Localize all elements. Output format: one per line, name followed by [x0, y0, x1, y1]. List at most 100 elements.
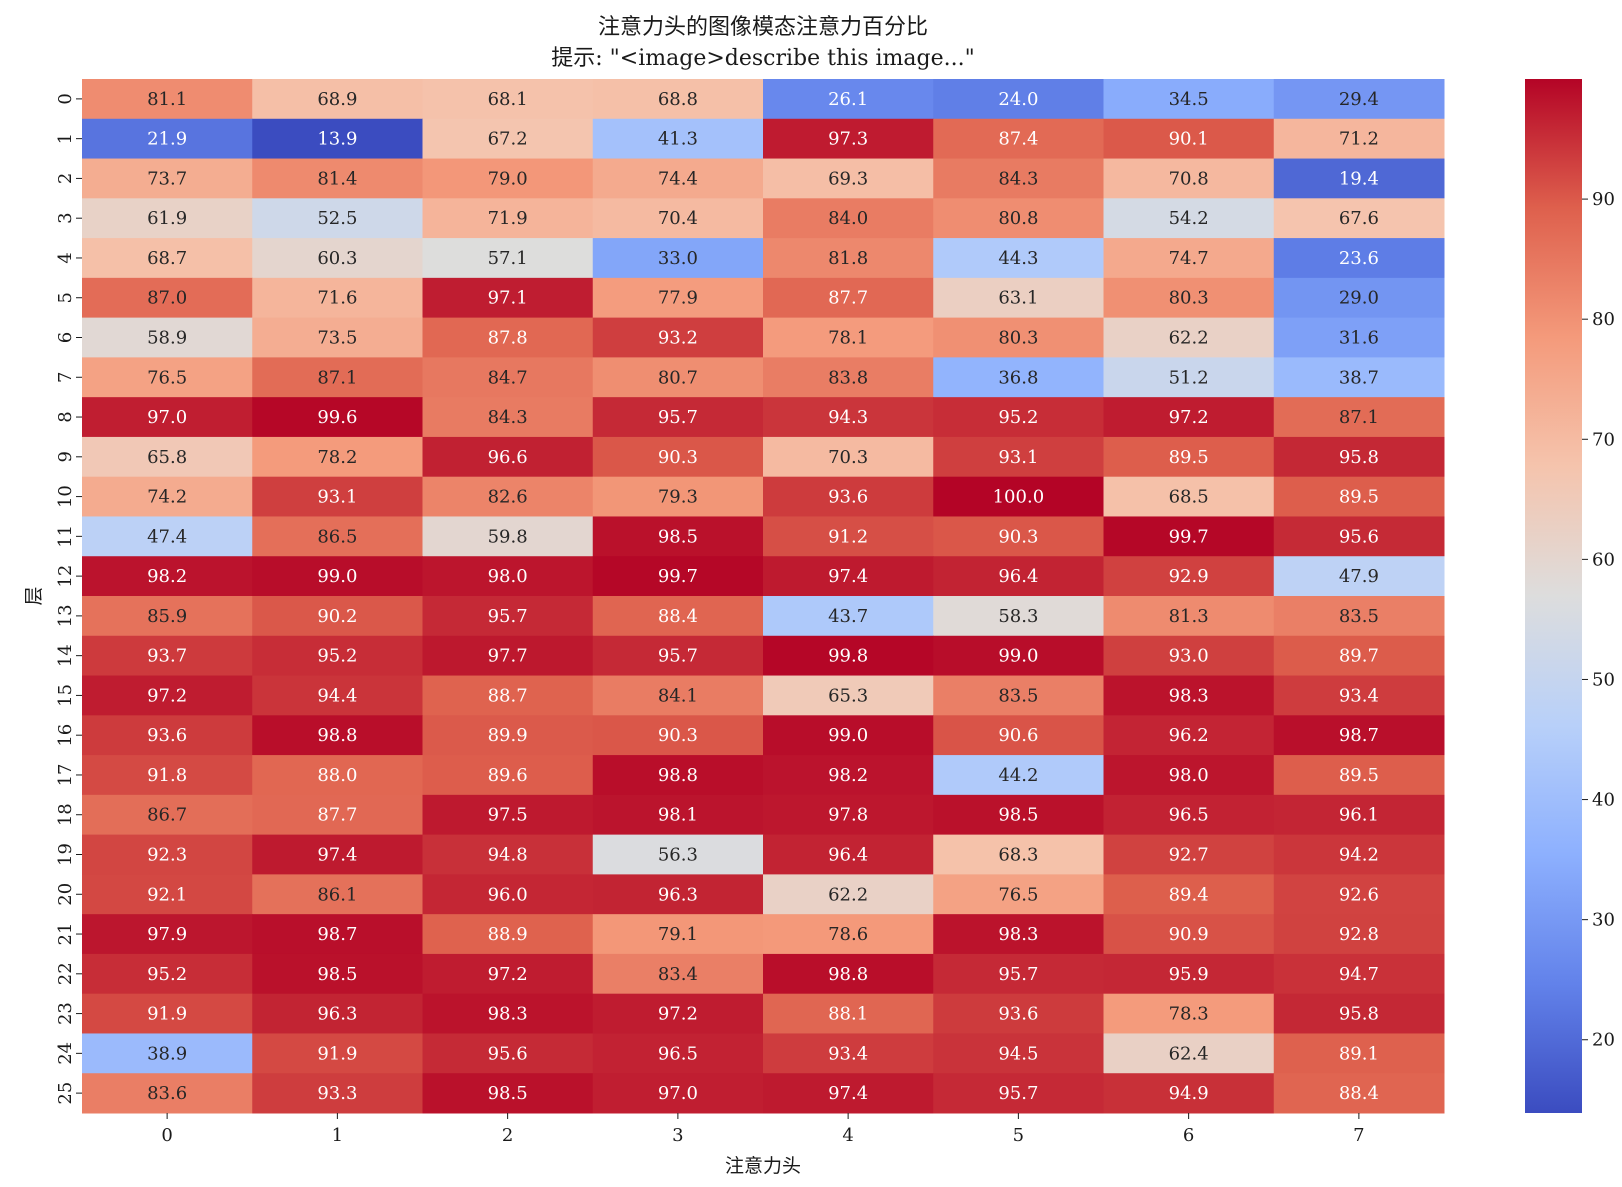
heatmap-value-23-3: 97.2 — [658, 1004, 698, 1025]
x-tick-label-7: 7 — [1353, 1125, 1364, 1146]
heatmap-cell-19-3 — [592, 834, 764, 875]
heatmap-cell-2-3 — [592, 158, 764, 199]
heatmap-cell-15-5 — [933, 675, 1104, 716]
heatmap-value-24-0: 38.9 — [147, 1043, 187, 1064]
heatmap-value-25-2: 98.5 — [488, 1083, 528, 1104]
heatmap-value-20-4: 62.2 — [828, 884, 868, 905]
heatmap-cell-21-4 — [763, 914, 934, 955]
heatmap-value-25-1: 93.3 — [317, 1083, 357, 1104]
heatmap-cell-6-2 — [422, 317, 594, 358]
y-tick-label-22: 22 — [55, 962, 76, 985]
y-tick-label-18: 18 — [55, 803, 76, 826]
heatmap-value-18-1: 87.7 — [317, 805, 357, 826]
heatmap-value-2-4: 69.3 — [828, 168, 868, 189]
heatmap-cell-24-5 — [933, 1033, 1104, 1074]
heatmap-value-1-6: 90.1 — [1169, 129, 1209, 150]
heatmap-cell-9-0 — [82, 436, 253, 478]
heatmap-value-4-1: 60.3 — [317, 248, 357, 269]
heatmap-cell-20-1 — [252, 874, 423, 915]
heatmap-value-15-3: 84.1 — [658, 685, 698, 706]
heatmap-cell-2-7 — [1273, 158, 1445, 199]
y-tick-label-24: 24 — [55, 1042, 76, 1065]
heatmap-value-20-2: 96.0 — [488, 884, 528, 905]
heatmap-cell-18-1 — [252, 794, 423, 836]
heatmap-cell-14-0 — [82, 635, 253, 677]
y-tick-label-6: 6 — [55, 332, 76, 343]
heatmap-value-25-6: 94.9 — [1169, 1083, 1209, 1104]
heatmap-cell-20-6 — [1103, 874, 1275, 915]
heatmap-value-9-4: 70.3 — [828, 447, 868, 468]
heatmap-value-15-5: 83.5 — [998, 685, 1038, 706]
heatmap-cell-6-6 — [1103, 317, 1275, 358]
heatmap-value-19-0: 92.3 — [147, 845, 187, 866]
heatmap-cell-18-4 — [763, 794, 934, 836]
heatmap-value-22-0: 95.2 — [147, 964, 187, 985]
colorbar-tick-label-70: 70 — [1592, 429, 1615, 450]
heatmap-value-11-1: 86.5 — [317, 526, 357, 547]
heatmap-cell-9-6 — [1103, 436, 1275, 478]
heatmap-value-21-5: 98.3 — [998, 924, 1038, 945]
heatmap-cell-18-5 — [933, 794, 1104, 836]
heatmap-cell-14-5 — [933, 635, 1104, 677]
heatmap-cell-1-4 — [763, 118, 934, 160]
heatmap-cell-17-0 — [82, 755, 253, 796]
heatmap-cell-11-4 — [763, 516, 934, 557]
y-tick-label-1: 1 — [55, 133, 76, 144]
heatmap-cell-22-7 — [1273, 953, 1445, 995]
heatmap-value-4-4: 81.8 — [828, 248, 868, 269]
heatmap-cell-5-1 — [252, 277, 423, 319]
heatmap-value-5-2: 97.1 — [488, 288, 528, 309]
heatmap-value-22-7: 94.7 — [1339, 964, 1379, 985]
y-tick-label-23: 23 — [55, 1002, 76, 1025]
heatmap-value-18-7: 96.1 — [1339, 805, 1379, 826]
heatmap-cell-12-2 — [422, 556, 594, 597]
heatmap-value-20-5: 76.5 — [998, 884, 1038, 905]
heatmap-cell-12-0 — [82, 556, 253, 597]
y-tick-label-17: 17 — [55, 764, 76, 787]
heatmap-cell-16-3 — [592, 715, 764, 756]
heatmap-value-2-1: 81.4 — [317, 168, 357, 189]
heatmap-cell-19-0 — [82, 834, 253, 875]
heatmap-value-0-3: 68.8 — [658, 89, 698, 110]
heatmap-value-14-5: 99.0 — [998, 646, 1038, 667]
heatmap-value-12-6: 92.9 — [1169, 566, 1209, 587]
heatmap-value-9-6: 89.5 — [1169, 447, 1209, 468]
heatmap-cell-7-7 — [1273, 357, 1445, 398]
heatmap-cell-12-3 — [592, 556, 764, 597]
heatmap-cell-8-4 — [763, 397, 934, 438]
heatmap-value-3-2: 71.9 — [488, 208, 528, 229]
heatmap-cell-10-3 — [592, 476, 764, 517]
heatmap-value-12-4: 97.4 — [828, 566, 868, 587]
heatmap-cell-5-0 — [82, 277, 253, 319]
heatmap-cell-6-3 — [592, 317, 764, 358]
heatmap-cell-15-2 — [422, 675, 594, 716]
heatmap-value-8-1: 99.6 — [317, 407, 357, 428]
heatmap-value-24-1: 91.9 — [317, 1043, 357, 1064]
heatmap-cell-14-2 — [422, 635, 594, 677]
heatmap-cell-21-6 — [1103, 914, 1275, 955]
heatmap-value-10-7: 89.5 — [1339, 487, 1379, 508]
heatmap-value-17-4: 98.2 — [828, 765, 868, 786]
heatmap-value-22-1: 98.5 — [317, 964, 357, 985]
heatmap-cell-10-5 — [933, 476, 1104, 517]
heatmap-value-19-4: 96.4 — [828, 845, 868, 866]
heatmap-value-25-7: 88.4 — [1339, 1083, 1379, 1104]
heatmap-cell-4-6 — [1103, 238, 1275, 279]
heatmap-cell-4-4 — [763, 238, 934, 279]
heatmap-cell-20-7 — [1273, 874, 1445, 915]
colorbar-tick-label-20: 20 — [1592, 1030, 1615, 1051]
heatmap-cell-24-2 — [422, 1033, 594, 1074]
heatmap-cell-1-5 — [933, 118, 1104, 160]
heatmap-cell-17-3 — [592, 755, 764, 796]
y-tick-label-11: 11 — [55, 525, 76, 548]
heatmap-value-0-4: 26.1 — [828, 89, 868, 110]
heatmap-value-1-7: 71.2 — [1339, 129, 1379, 150]
heatmap-value-14-0: 93.7 — [147, 646, 187, 667]
heatmap-value-13-6: 81.3 — [1169, 606, 1209, 627]
heatmap-value-3-0: 61.9 — [147, 208, 187, 229]
heatmap-cell-0-0 — [82, 79, 253, 120]
heatmap-cell-22-0 — [82, 953, 253, 995]
heatmap-value-20-6: 89.4 — [1169, 884, 1209, 905]
heatmap-value-23-2: 98.3 — [488, 1004, 528, 1025]
heatmap-value-4-3: 33.0 — [658, 248, 698, 269]
